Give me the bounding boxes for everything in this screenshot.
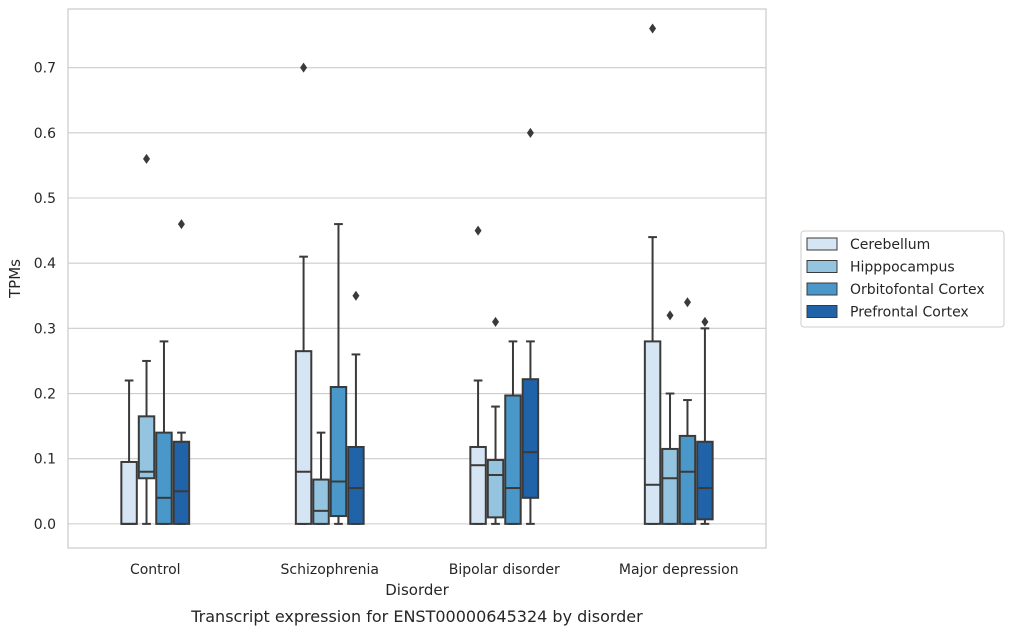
box <box>120 460 138 525</box>
box <box>678 434 697 525</box>
box-group <box>329 223 348 525</box>
box-group <box>155 340 173 525</box>
outlier-point <box>683 297 691 308</box>
y-tick-label: 0.0 <box>34 517 56 533</box>
box-group <box>137 153 156 525</box>
box-group <box>521 127 540 525</box>
box <box>696 440 714 521</box>
legend-swatch <box>806 237 838 251</box>
y-tick-label: 0.1 <box>34 452 56 468</box>
box-group <box>486 316 505 525</box>
box-group <box>504 340 522 525</box>
legend-swatch <box>806 305 838 318</box>
legend-items: Cerebellum Hipppocampus Orbitofontal Corte… <box>806 237 985 321</box>
y-tick-label: 0.4 <box>34 256 56 272</box>
box <box>329 386 348 518</box>
outlier-point <box>177 219 185 230</box>
outlier-point <box>352 290 360 301</box>
box <box>521 378 540 499</box>
plot-frame <box>67 8 767 549</box>
box <box>155 431 173 525</box>
outlier-point <box>701 316 709 327</box>
x-tick-label: Control <box>130 562 181 578</box>
outlier-point <box>143 153 151 164</box>
legend-swatch <box>806 282 838 296</box>
legend: Cerebellum Hipppocampus Orbitofontal Corte… <box>800 230 1005 328</box>
y-tick-label: 0.6 <box>34 126 56 142</box>
box-layer <box>120 23 714 525</box>
box <box>504 394 522 525</box>
y-tick-label: 0.7 <box>34 61 56 77</box>
box-group <box>120 379 138 525</box>
box <box>312 478 330 525</box>
y-axis-title: TPMs <box>6 259 24 299</box>
box-group <box>172 219 191 525</box>
outlier-point <box>300 62 308 73</box>
box <box>347 445 365 525</box>
x-axis-title: Disorder <box>385 581 449 599</box>
x-tick-label: Schizophrenia <box>281 562 379 578</box>
box <box>137 415 156 480</box>
box-group <box>696 316 714 525</box>
x-tick-label: Major depression <box>619 562 739 578</box>
box-group <box>643 23 662 525</box>
box-group <box>347 290 365 525</box>
legend-label: Prefrontal Cortex <box>850 305 969 321</box>
x-tick-labels: Control Schizophrenia Bipolar disorder Majo… <box>130 562 739 578</box>
x-tick-label: Bipolar disorder <box>449 562 560 578</box>
legend-label: Cerebellum <box>850 237 930 253</box>
box-group <box>312 431 330 525</box>
legend-label: Hipppocampus <box>850 260 955 276</box>
chart-caption: Transcript expression for ENST0000064532… <box>190 607 643 626</box>
outlier-point <box>492 316 500 327</box>
legend-swatch <box>806 260 838 273</box>
outlier-point <box>474 225 482 236</box>
outlier-point <box>526 127 534 138</box>
box-group <box>294 62 313 525</box>
box-group <box>661 310 679 525</box>
box <box>294 350 313 525</box>
outlier-point <box>666 310 674 321</box>
y-tick-label: 0.5 <box>34 191 56 207</box>
box-group <box>678 297 697 525</box>
y-tick-labels: 0.0 0.1 0.2 0.3 0.4 0.5 0.6 0.7 <box>34 61 56 533</box>
legend-label: Orbitofontal Cortex <box>850 282 985 298</box>
outlier-point <box>649 23 657 34</box>
legend-frame <box>800 230 1005 328</box>
box <box>469 445 487 525</box>
box <box>172 440 191 525</box>
box <box>643 340 662 525</box>
box <box>486 459 505 519</box>
y-tick-label: 0.2 <box>34 387 56 403</box>
box <box>661 447 679 525</box>
box-group <box>469 225 487 525</box>
y-tick-label: 0.3 <box>34 321 56 337</box>
